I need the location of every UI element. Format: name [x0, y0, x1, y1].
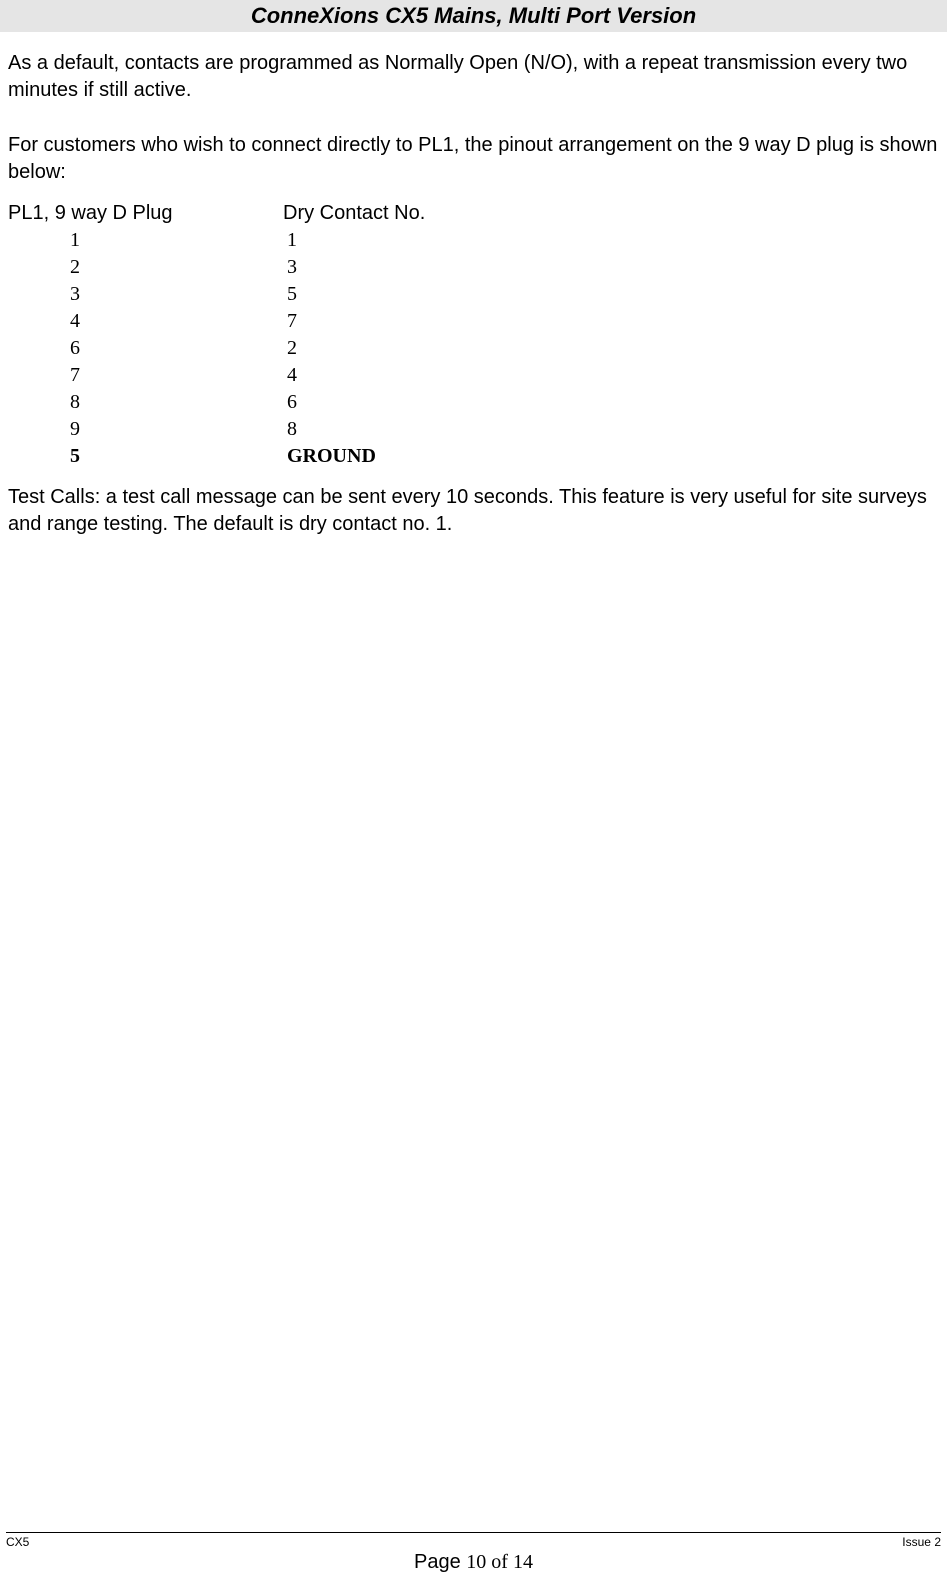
footer-page-number: 10 of 14: [466, 1551, 533, 1573]
table-cell-plug: 7: [8, 362, 283, 389]
paragraph-default-contacts: As a default, contacts are programmed as…: [8, 50, 939, 104]
table-row: 74: [8, 362, 939, 389]
table-row: 11: [8, 227, 939, 254]
table-cell-contact: 5: [283, 281, 939, 308]
pinout-table: PL1, 9 way D Plug Dry Contact No. 112335…: [8, 200, 939, 470]
table-row: 5GROUND: [8, 443, 939, 470]
document-title: ConneXions CX5 Mains, Multi Port Version: [251, 3, 696, 28]
table-cell-contact: GROUND: [283, 443, 939, 470]
table-cell-contact: 6: [283, 389, 939, 416]
table-row: 98: [8, 416, 939, 443]
table-row: 47: [8, 308, 939, 335]
table-cell-plug: 6: [8, 335, 283, 362]
footer-left: CX5: [6, 1535, 29, 1549]
table-header-col2: Dry Contact No.: [283, 200, 939, 227]
table-cell-plug: 3: [8, 281, 283, 308]
table-cell-contact: 1: [283, 227, 939, 254]
table-row: 62: [8, 335, 939, 362]
table-cell-contact: 8: [283, 416, 939, 443]
table-row: 23: [8, 254, 939, 281]
footer-page-label: Page: [414, 1551, 461, 1573]
paragraph-test-calls: Test Calls: a test call message can be s…: [8, 484, 939, 538]
footer-divider: [6, 1532, 941, 1533]
table-cell-plug: 8: [8, 389, 283, 416]
table-cell-contact: 7: [283, 308, 939, 335]
table-cell-plug: 4: [8, 308, 283, 335]
document-body: As a default, contacts are programmed as…: [0, 32, 947, 538]
table-row: 86: [8, 389, 939, 416]
table-cell-plug: 5: [8, 443, 283, 470]
footer-page: Page 10 of 14: [6, 1551, 941, 1574]
table-cell-plug: 2: [8, 254, 283, 281]
table-header-row: PL1, 9 way D Plug Dry Contact No.: [8, 200, 939, 227]
document-footer: CX5 Issue 2 Page 10 of 14: [0, 1532, 947, 1582]
table-cell-plug: 1: [8, 227, 283, 254]
table-cell-plug: 9: [8, 416, 283, 443]
document-header: ConneXions CX5 Mains, Multi Port Version: [0, 0, 947, 32]
table-cell-contact: 3: [283, 254, 939, 281]
table-header-col1: PL1, 9 way D Plug: [8, 200, 283, 227]
footer-meta-row: CX5 Issue 2: [6, 1535, 941, 1549]
table-cell-contact: 2: [283, 335, 939, 362]
table-cell-contact: 4: [283, 362, 939, 389]
paragraph-pinout-intro: For customers who wish to connect direct…: [8, 132, 939, 186]
footer-right: Issue 2: [902, 1535, 941, 1549]
table-row: 35: [8, 281, 939, 308]
